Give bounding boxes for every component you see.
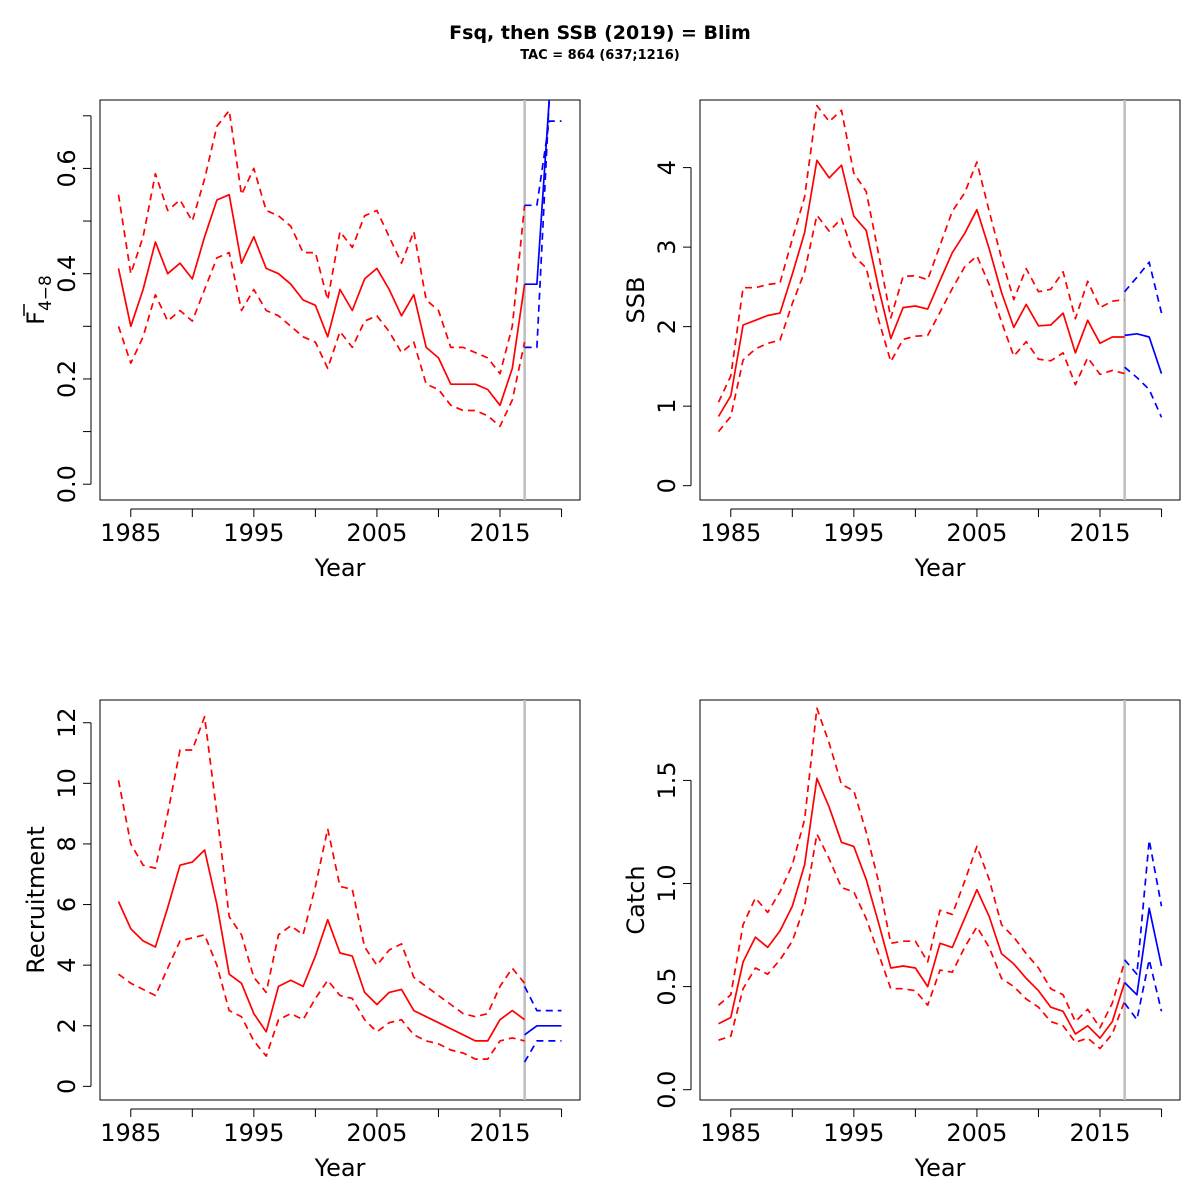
x-tick-label: 2005 xyxy=(946,1119,1007,1147)
series-group xyxy=(717,707,1163,1050)
series-forecast-lower-line xyxy=(1124,366,1163,418)
y-tick-label: 2 xyxy=(53,1018,81,1033)
catch-chart: 1985 1995 2005 2015 Year 0.0 0.5 1.0 1.5 Catch xyxy=(622,699,1181,1182)
series-forecast-lower-line xyxy=(524,100,551,349)
x-axis-label: Year xyxy=(914,554,966,582)
y-axis-label-main: Catch xyxy=(622,865,650,934)
y-tick-label: 0.4 xyxy=(53,255,81,293)
y-axis-label-main: Recruitment xyxy=(22,826,50,973)
y-tick-label: 0.0 xyxy=(53,465,81,503)
x-tick-label: 2015 xyxy=(1069,519,1130,547)
y-axis-label-main: F xyxy=(22,311,50,325)
series-forecast-upper-line xyxy=(524,120,562,207)
y-tick-label: 0 xyxy=(53,1079,81,1094)
y-tick-label: 10 xyxy=(53,768,81,799)
x-axis-label: Year xyxy=(314,554,366,582)
y-tick-label: 1.0 xyxy=(653,864,681,902)
y-tick-label: 6 xyxy=(53,897,81,912)
x-tick-label: 2015 xyxy=(469,1119,530,1147)
series-upper-line xyxy=(117,109,526,375)
x-tick-label: 2005 xyxy=(946,519,1007,547)
y-axis-label-main: SSB xyxy=(622,277,650,324)
series-upper-line xyxy=(717,707,1126,1029)
x-tick-label: 1985 xyxy=(100,1119,161,1147)
x-tick-label: 1995 xyxy=(223,1119,284,1147)
y-tick-label: 8 xyxy=(53,836,81,851)
series-group xyxy=(717,104,1163,433)
series-forecast-line xyxy=(524,1024,562,1036)
series-estimate-line xyxy=(717,159,1125,417)
plot-frame xyxy=(699,99,1181,501)
x-axis-label: Year xyxy=(314,1154,366,1182)
x-tick-label: 2015 xyxy=(1069,1119,1130,1147)
x-tick-label: 2005 xyxy=(346,519,407,547)
series-forecast-lower-line xyxy=(1123,958,1163,1021)
series-forecast-upper-line xyxy=(1123,839,1163,976)
series-forecast-upper-line xyxy=(523,986,562,1012)
series-lower-line xyxy=(717,214,1125,433)
y-tick-label: 0 xyxy=(653,478,681,493)
y-tick-label: 4 xyxy=(53,958,81,973)
x-tick-label: 2015 xyxy=(469,519,530,547)
y-axis-label: Recruitment xyxy=(22,826,50,973)
y-axis-label: Catch xyxy=(622,865,650,934)
series-forecast-line xyxy=(524,100,551,286)
figure-subtitle: TAC = 864 (637;1216) xyxy=(520,48,680,63)
y-tick-label: 0.5 xyxy=(653,968,681,1006)
plot-frame xyxy=(699,699,1181,1101)
fbar-chart: 1985 1995 2005 2015 Year 0.0 0.2 0.4 0.6 F4−8 xyxy=(22,99,581,582)
y-tick-label: 4 xyxy=(653,160,681,175)
plot-frame xyxy=(99,99,581,501)
y-axis-label: SSB xyxy=(622,277,650,324)
series-estimate-line xyxy=(117,849,526,1042)
ssb-chart: 1985 1995 2005 2015 Year 0 1 2 3 4 SSB xyxy=(622,99,1181,582)
series-forecast-line xyxy=(1124,332,1163,374)
y-tick-label: 12 xyxy=(53,707,81,738)
recruitment-chart: 1985 1995 2005 2015 Year 0 2 4 6 8 10 12 Recruitment xyxy=(22,699,581,1182)
x-tick-label: 1995 xyxy=(823,519,884,547)
x-tick-label: 1995 xyxy=(223,519,284,547)
series-group xyxy=(117,100,562,428)
y-axis-label: F4−8 xyxy=(22,275,56,325)
y-tick-label: 2 xyxy=(653,319,681,334)
series-group xyxy=(117,715,562,1063)
series-lower-line xyxy=(117,251,526,428)
x-tick-label: 1985 xyxy=(100,519,161,547)
x-tick-label: 1985 xyxy=(700,1119,761,1147)
series-estimate-line xyxy=(117,193,526,407)
x-axis-label: Year xyxy=(914,1154,966,1182)
y-tick-label: 0.6 xyxy=(53,149,81,187)
x-tick-label: 1985 xyxy=(700,519,761,547)
y-tick-label: 0.2 xyxy=(53,360,81,398)
figure-title: Fsq, then SSB (2019) = Blim xyxy=(449,22,751,44)
y-axis-label-subscript: 4−8 xyxy=(36,275,56,311)
y-tick-label: 3 xyxy=(653,239,681,254)
series-upper-line xyxy=(717,104,1125,403)
series-forecast-line xyxy=(1123,907,1163,996)
x-tick-label: 1995 xyxy=(823,1119,884,1147)
series-lower-line xyxy=(718,833,1126,1050)
y-tick-label: 1 xyxy=(653,399,681,414)
y-tick-label: 1.5 xyxy=(653,761,681,799)
x-tick-label: 2005 xyxy=(346,1119,407,1147)
series-estimate-line xyxy=(718,777,1126,1039)
plot-frame xyxy=(99,699,581,1101)
series-forecast-upper-line xyxy=(1123,261,1163,314)
series-upper-line xyxy=(117,715,526,1018)
series-lower-line xyxy=(117,933,525,1060)
y-tick-label: 0.0 xyxy=(653,1071,681,1109)
series-forecast-lower-line xyxy=(523,1040,562,1063)
